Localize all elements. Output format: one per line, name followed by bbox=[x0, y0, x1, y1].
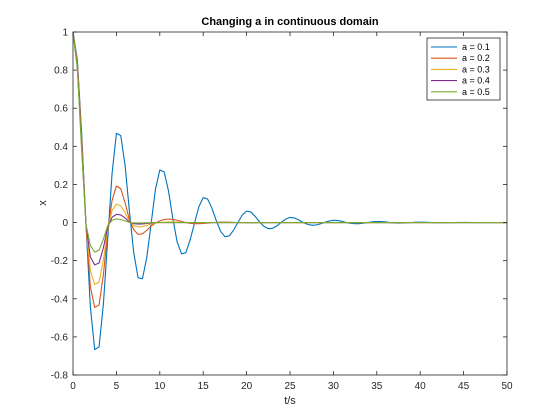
y-tick-label: 0.8 bbox=[54, 66, 68, 77]
y-tick-label: -0.2 bbox=[51, 256, 69, 267]
x-tick-label: 5 bbox=[114, 381, 120, 392]
y-tick-label: -0.4 bbox=[51, 294, 69, 305]
y-tick-label: 0.4 bbox=[54, 142, 68, 153]
y-tick-label: 1 bbox=[62, 28, 68, 39]
y-tick-label: 0 bbox=[62, 218, 68, 229]
axes-layer: 0 5 10 15 20 25 30 35 40 45 50 -0.8 -0.6 -0.4 -0.2 0 0.2… bbox=[51, 28, 513, 393]
x-tick-label: 30 bbox=[328, 381, 340, 392]
x-tick-label: 15 bbox=[198, 381, 210, 392]
x-tick-label: 45 bbox=[458, 381, 470, 392]
x-tick-label: 40 bbox=[415, 381, 427, 392]
legend-entry-5: a = 0.5 bbox=[462, 87, 490, 97]
x-axis-label: t/s bbox=[284, 395, 296, 407]
y-tick-label: -0.8 bbox=[51, 371, 69, 382]
chart-title: Changing a in continuous domain bbox=[201, 16, 378, 28]
x-tick-label: 25 bbox=[284, 381, 296, 392]
series-layer bbox=[72, 31, 507, 351]
legend-entry-3: a = 0.3 bbox=[462, 64, 490, 74]
x-tick-label: 10 bbox=[154, 381, 166, 392]
x-tick-label: 35 bbox=[371, 381, 383, 392]
y-tick-label: 0.6 bbox=[54, 104, 68, 115]
x-tick-label: 20 bbox=[241, 381, 253, 392]
series-line-5 bbox=[72, 31, 507, 253]
y-tick-label: -0.6 bbox=[51, 332, 69, 343]
legend-entry-2: a = 0.2 bbox=[462, 53, 490, 63]
x-tick-label: 0 bbox=[70, 381, 76, 392]
legend: a = 0.1a = 0.2a = 0.3 a = 0.4a = 0.5 bbox=[426, 37, 501, 101]
y-axis-label: x bbox=[37, 200, 49, 206]
x-tick-label: 50 bbox=[501, 381, 513, 392]
legend-entry-1: a = 0.1 bbox=[462, 42, 490, 52]
legend-entry-4: a = 0.4 bbox=[462, 76, 490, 86]
y-tick-label: 0.2 bbox=[54, 180, 68, 191]
